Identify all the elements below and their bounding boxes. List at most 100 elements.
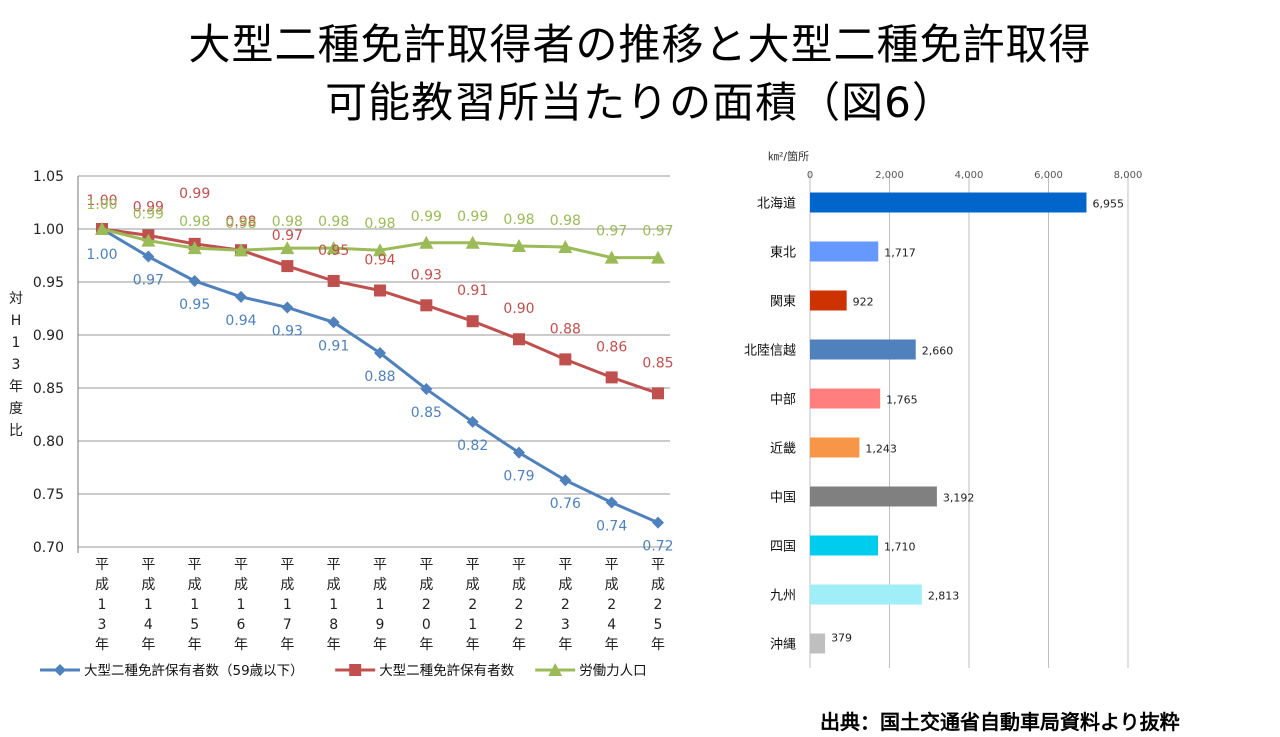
x-tick-char: 4 — [607, 617, 616, 633]
point-marker — [187, 241, 202, 255]
y-tick-label: 0.75 — [33, 487, 64, 503]
x-tick-char: 平 — [419, 557, 433, 573]
bar-value-label: 922 — [853, 296, 874, 309]
point-marker — [466, 415, 479, 428]
x-tick-char: 成 — [651, 577, 665, 593]
y-axis-label-char: 度 — [9, 401, 23, 417]
x-tick-char: 平 — [558, 557, 572, 573]
point-marker — [54, 664, 66, 676]
x-tick-char: 年 — [327, 637, 341, 653]
data-label: 0.99 — [133, 199, 164, 215]
line-chart-grid — [77, 175, 670, 553]
y-tick-label: 0.95 — [33, 275, 64, 291]
line-chart-x-ticks: 平成 1 3 年 平成 1 4 年 平成 1 5 年 平成 1 6 年 平成 1 7 年 平成 1 8 年 平成 1 9 年 平成 2 0 年… — [95, 557, 665, 653]
bar-chart-unit-label: ㎞²/箇所 — [768, 149, 809, 163]
y-tick-label: 0.90 — [33, 328, 64, 344]
category-label: 中部 — [770, 393, 796, 408]
point-marker — [326, 241, 341, 255]
x-tick-char: 平 — [512, 557, 526, 573]
x-tick-char: 4 — [144, 617, 153, 633]
data-label: 0.85 — [411, 405, 442, 421]
x-tick-char: 平 — [280, 557, 294, 573]
x-tick-char: 年 — [466, 637, 480, 653]
x-tick-char: 成 — [373, 577, 387, 593]
x-tick-char: 年 — [558, 637, 572, 653]
category-label: 沖縄 — [770, 638, 796, 653]
x-tick-char: 1 — [376, 597, 385, 613]
bar — [810, 241, 879, 262]
bar — [810, 437, 860, 458]
data-label: 0.98 — [179, 214, 210, 230]
point-marker — [559, 353, 572, 366]
bar-value-label: 3,192 — [943, 492, 975, 505]
x-tick-char: 1 — [98, 597, 107, 613]
data-label: 0.99 — [457, 209, 488, 225]
bar-row: 近畿 1,243 — [770, 437, 897, 458]
legend-item: 労働力人口 — [535, 663, 647, 679]
data-label: 0.72 — [642, 539, 673, 555]
x-tick-char: 2 — [422, 597, 431, 613]
x-tick-char: 成 — [95, 577, 109, 593]
bar-value-label: 1,710 — [884, 541, 916, 554]
data-label: 0.85 — [642, 355, 673, 371]
point-marker — [513, 333, 525, 346]
x-tick-char: 平 — [466, 557, 480, 573]
data-label: 0.91 — [457, 283, 488, 299]
series-3 — [95, 222, 665, 264]
bar-value-label: 2,813 — [928, 590, 960, 603]
point-marker — [652, 516, 664, 529]
category-label: 東北 — [770, 245, 796, 261]
bar-value-label: 379 — [831, 632, 852, 645]
x-tick-char: 成 — [605, 577, 619, 593]
x-tick-label: 0 — [807, 170, 813, 181]
bar-row: 東北 1,717 — [770, 241, 916, 262]
data-label: 0.94 — [225, 313, 256, 329]
legend-label: 大型二種免許保有者数 — [379, 663, 514, 679]
point-marker — [374, 347, 386, 360]
data-label: 0.98 — [503, 212, 534, 228]
point-marker — [513, 446, 525, 459]
point-marker — [512, 238, 526, 252]
point-marker — [559, 474, 572, 487]
data-label: 0.97 — [133, 273, 164, 289]
line-chart: 0.700.750.800.850.900.951.001.05 対H13年度比… — [9, 169, 674, 679]
bar-chart: 0 2,000 4,000 6,000 8,000 ㎞²/箇所 北海道 6,955 東北 1,… — [744, 149, 1143, 668]
data-label: 0.98 — [364, 216, 395, 232]
data-label: 1.00 — [86, 247, 117, 263]
x-tick-label: 平成 1 5 年 — [188, 557, 202, 653]
x-tick-char: 8 — [329, 617, 338, 633]
data-label: 0.94 — [364, 252, 395, 268]
x-tick-char: 平 — [373, 557, 387, 573]
x-tick-label: 平成 1 9 年 — [373, 557, 387, 653]
x-tick-label: 平成 2 5 年 — [651, 557, 665, 653]
legend-label: 労働力人口 — [579, 663, 647, 679]
data-label: 1.00 — [86, 193, 117, 209]
point-marker — [420, 383, 433, 396]
x-tick-char: 5 — [190, 617, 199, 633]
legend-item: 大型二種免許保有者数 — [335, 663, 515, 679]
bar — [810, 388, 881, 409]
bar-value-label: 1,765 — [886, 394, 918, 407]
x-tick-char: 7 — [283, 617, 292, 633]
bar-chart-x-ticks: 0 2,000 4,000 6,000 8,000 — [807, 170, 1143, 181]
x-tick-label: 平成 1 7 年 — [280, 557, 294, 653]
x-tick-char: 年 — [419, 637, 433, 653]
x-tick-char: 平 — [651, 557, 665, 573]
data-label: 0.98 — [550, 213, 581, 229]
data-label: 0.95 — [318, 243, 349, 259]
x-tick-char: 成 — [512, 577, 526, 593]
category-label: 中国 — [770, 491, 796, 506]
x-tick-char: 平 — [188, 557, 202, 573]
data-label: 0.98 — [318, 214, 349, 230]
x-tick-char: 1 — [329, 597, 338, 613]
data-label: 0.88 — [550, 321, 581, 337]
point-marker — [651, 250, 665, 264]
x-tick-char: 2 — [515, 617, 524, 633]
data-label: 0.97 — [642, 224, 673, 240]
data-label: 0.98 — [225, 216, 256, 232]
data-label: 0.98 — [225, 214, 256, 230]
category-label: 四国 — [770, 540, 796, 555]
x-tick-char: 年 — [141, 637, 155, 653]
bar-value-label: 1,243 — [865, 443, 897, 456]
x-tick-label: 2,000 — [875, 170, 904, 181]
